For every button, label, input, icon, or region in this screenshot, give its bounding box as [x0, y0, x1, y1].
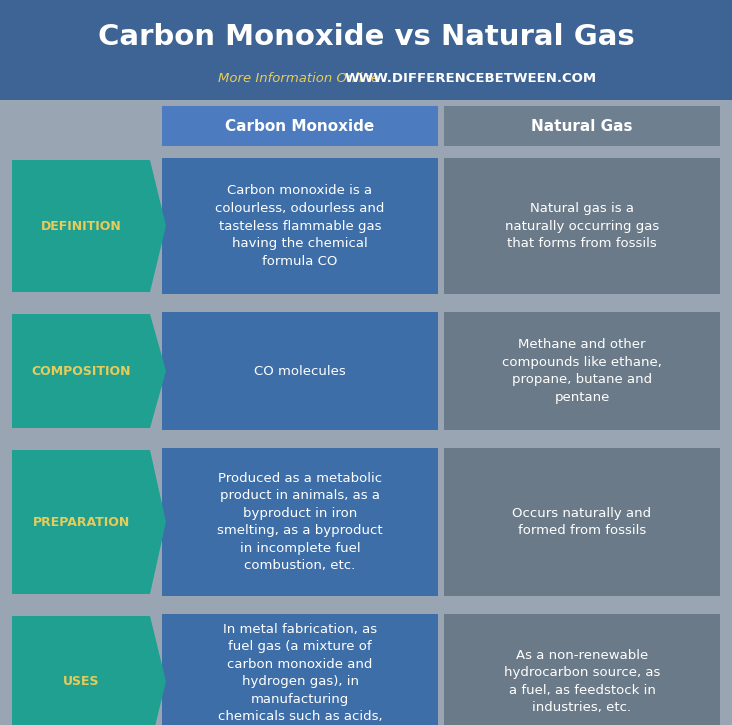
Text: DEFINITION: DEFINITION: [40, 220, 122, 233]
Text: Carbon Monoxide vs Natural Gas: Carbon Monoxide vs Natural Gas: [97, 23, 635, 51]
Text: Methane and other
compounds like ethane,
propane, butane and
pentane: Methane and other compounds like ethane,…: [502, 339, 662, 404]
Text: As a non-renewable
hydrocarbon source, as
a fuel, as feedstock in
industries, et: As a non-renewable hydrocarbon source, a…: [504, 649, 660, 714]
FancyBboxPatch shape: [444, 312, 720, 430]
Polygon shape: [12, 160, 166, 292]
FancyBboxPatch shape: [444, 614, 720, 725]
Text: Carbon monoxide is a
colourless, odourless and
tasteless flammable gas
having th: Carbon monoxide is a colourless, odourle…: [215, 184, 385, 268]
Text: More Information Online: More Information Online: [217, 72, 378, 85]
FancyBboxPatch shape: [444, 106, 720, 146]
FancyBboxPatch shape: [0, 0, 732, 100]
Text: Natural Gas: Natural Gas: [531, 118, 632, 133]
Text: WWW.DIFFERENCEBETWEEN.COM: WWW.DIFFERENCEBETWEEN.COM: [345, 72, 597, 85]
FancyBboxPatch shape: [162, 106, 438, 146]
Text: Natural gas is a
naturally occurring gas
that forms from fossils: Natural gas is a naturally occurring gas…: [505, 202, 659, 250]
Text: PREPARATION: PREPARATION: [32, 515, 130, 529]
Polygon shape: [12, 314, 166, 428]
Polygon shape: [12, 450, 166, 594]
Text: Produced as a metabolic
product in animals, as a
byproduct in iron
smelting, as : Produced as a metabolic product in anima…: [217, 472, 383, 572]
Text: CO molecules: CO molecules: [254, 365, 346, 378]
Polygon shape: [12, 616, 166, 725]
FancyBboxPatch shape: [444, 158, 720, 294]
Text: In metal fabrication, as
fuel gas (a mixture of
carbon monoxide and
hydrogen gas: In metal fabrication, as fuel gas (a mix…: [217, 623, 382, 725]
FancyBboxPatch shape: [162, 448, 438, 596]
FancyBboxPatch shape: [162, 158, 438, 294]
FancyBboxPatch shape: [162, 614, 438, 725]
FancyBboxPatch shape: [444, 448, 720, 596]
FancyBboxPatch shape: [162, 312, 438, 430]
Text: COMPOSITION: COMPOSITION: [31, 365, 131, 378]
Text: Occurs naturally and
formed from fossils: Occurs naturally and formed from fossils: [512, 507, 651, 537]
Text: USES: USES: [63, 675, 100, 688]
Text: Carbon Monoxide: Carbon Monoxide: [225, 118, 375, 133]
